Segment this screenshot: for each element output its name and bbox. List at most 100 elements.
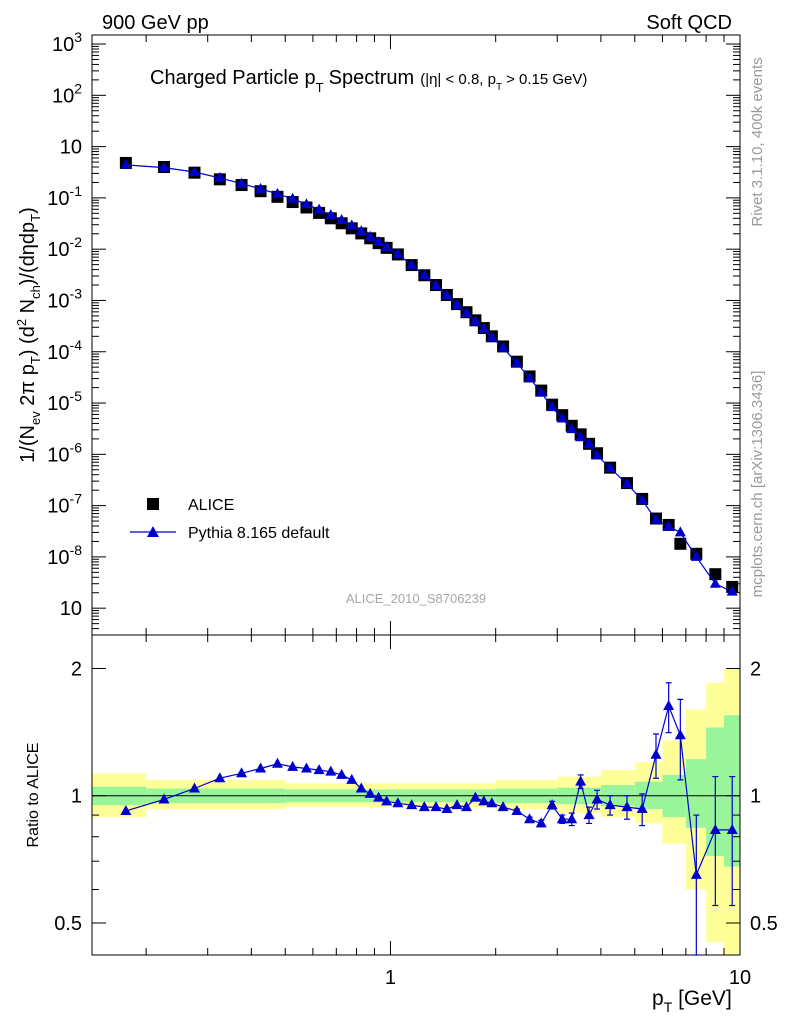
ratio-data-point	[300, 762, 312, 773]
pythia-data-point	[287, 192, 299, 203]
ratio-y-tick-label: 1	[71, 786, 82, 808]
pythia-data-point	[336, 214, 348, 225]
ratio-data-point	[336, 768, 348, 779]
ratio-data-point	[511, 805, 523, 816]
pythia-data-point	[214, 171, 226, 182]
legend-pythia-marker	[147, 526, 159, 537]
ratio-line	[125, 704, 733, 878]
main-y-tick-label: 10	[60, 137, 82, 159]
ratio-data-point	[406, 799, 418, 810]
ratio-y-tick-label: 0.5	[54, 913, 82, 935]
main-title: Charged Particle pT Spectrum (|η| < 0.8, p…	[150, 67, 587, 95]
ratio-data-point	[451, 799, 463, 810]
ratio-y-tick-label-right: 2	[750, 658, 761, 680]
pythia-data-point	[604, 462, 616, 473]
pythia-data-point	[524, 371, 536, 382]
ratio-data-point	[478, 795, 490, 806]
ratio-data-point	[287, 760, 299, 771]
ratio-data-point	[441, 803, 453, 814]
ratio-y-tick-label-right: 1	[750, 786, 761, 808]
ratio-data-point	[469, 791, 481, 802]
ratio-data-point	[214, 772, 226, 783]
ratio-data-point	[255, 762, 267, 773]
main-y-tick-label: 10	[60, 598, 82, 620]
pythia-data-point	[406, 259, 418, 270]
ratio-data-point	[418, 801, 430, 812]
ratio-data-point	[188, 782, 200, 793]
analysis-label: ALICE_2010_S8706239	[346, 591, 486, 606]
ratio-y-axis-label: Ratio to ALICE	[25, 743, 42, 848]
ratio-data-point	[535, 817, 547, 828]
ratio-data-point	[726, 823, 738, 834]
ratio-band-stat	[685, 759, 707, 828]
ratio-data-point	[556, 813, 568, 824]
ratio-data-point	[158, 793, 170, 804]
pythia-data-point	[460, 306, 472, 317]
pythia-data-point	[441, 289, 453, 300]
ratio-data-point	[430, 801, 442, 812]
pythia-data-point	[575, 431, 587, 442]
main-y-tick-label: 10-3	[47, 285, 82, 312]
pythia-data-point	[556, 412, 568, 423]
pythia-data-point	[418, 269, 430, 280]
legend: ALICE Pythia 8.165 default	[130, 497, 330, 542]
main-y-tick-label: 10-6	[47, 439, 82, 466]
pythia-data-point	[726, 585, 738, 596]
ratio-data-point	[621, 801, 633, 812]
pythia-data-point	[451, 298, 463, 309]
ratio-data-point	[524, 813, 536, 824]
x-tick-label: 1	[385, 967, 396, 989]
pythia-data-point	[300, 198, 312, 209]
ratio-data-point	[373, 791, 385, 802]
main-y-tick-label: 10-7	[47, 491, 82, 518]
header-right: Soft QCD	[646, 12, 732, 34]
legend-alice-label: ALICE	[188, 497, 234, 514]
pythia-data-point	[478, 322, 490, 333]
ratio-y-tick-label-right: 0.5	[750, 913, 778, 935]
main-y-tick-label: 10-2	[47, 234, 82, 261]
ratio-data-point	[546, 799, 558, 810]
pythia-data-point	[236, 177, 248, 188]
ratio-data-point	[690, 868, 702, 879]
pythia-data-point	[313, 203, 325, 214]
pythia-data-point	[430, 279, 442, 290]
pythia-data-point	[621, 477, 633, 488]
pythia-data-point	[546, 401, 558, 412]
ratio-data-point	[566, 813, 578, 824]
ratio-plot-frame	[91, 634, 741, 956]
pythia-data-point	[364, 230, 376, 241]
main-y-tick-label: 10-8	[47, 542, 82, 569]
pythia-data-point	[663, 520, 675, 531]
ratio-data-point	[575, 775, 587, 786]
pythia-data-point	[271, 187, 283, 198]
ratio-data-point	[650, 748, 662, 759]
ratio-data-point	[381, 795, 393, 806]
pythia-data-point	[690, 550, 702, 561]
pythia-data-point	[392, 248, 404, 259]
pythia-data-point	[120, 158, 132, 169]
pythia-data-point	[255, 182, 267, 193]
pythia-data-point	[566, 423, 578, 434]
ratio-y-tick-label: 2	[71, 658, 82, 680]
pythia-data-point	[486, 331, 498, 342]
legend-alice-marker	[147, 498, 159, 510]
ratio-data-point	[583, 809, 595, 820]
main-y-tick-label: 102	[52, 80, 82, 107]
pythia-line	[125, 164, 733, 593]
pythia-data-point	[381, 241, 393, 252]
rivet-version-label: Rivet 3.1.10, 400k events	[749, 57, 766, 226]
pythia-data-point	[158, 161, 170, 172]
pythia-data-point	[325, 209, 337, 220]
header-left: 900 GeV pp	[102, 12, 209, 34]
ratio-data-point	[271, 757, 283, 768]
x-tick-label: 10	[729, 967, 751, 989]
pythia-data-point	[636, 494, 648, 505]
ratio-data-point	[346, 773, 358, 784]
pythia-data-point	[650, 513, 662, 524]
ratio-data-point	[674, 729, 686, 740]
ratio-data-point	[497, 801, 509, 812]
pythia-data-point	[355, 225, 367, 236]
ratio-data-point	[313, 764, 325, 775]
pythia-data-point	[497, 341, 509, 352]
